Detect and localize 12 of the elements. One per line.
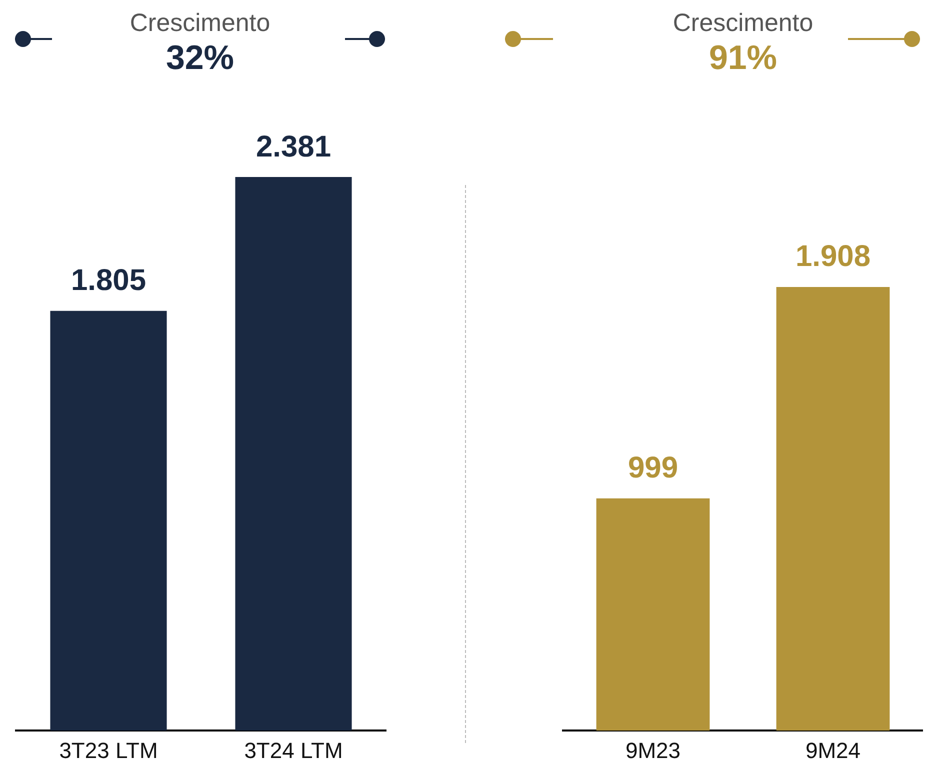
data-label: 1.908: [795, 240, 871, 274]
data-label: 2.381: [256, 130, 332, 164]
x-tick-label: 3T24 LTM: [244, 738, 343, 763]
x-tick-label: 3T23 LTM: [59, 738, 158, 763]
chart-subtitle: 91%: [708, 38, 778, 78]
chart-title: Crescimento: [672, 8, 814, 38]
data-label: 999: [628, 452, 678, 485]
x-tick-label: 9M24: [805, 738, 861, 763]
chart-title: Crescimento: [128, 8, 272, 38]
data-label: 1.805: [70, 264, 146, 298]
x-tick-label: 9M23: [625, 738, 681, 763]
chart-subtitle: 32%: [164, 38, 236, 78]
